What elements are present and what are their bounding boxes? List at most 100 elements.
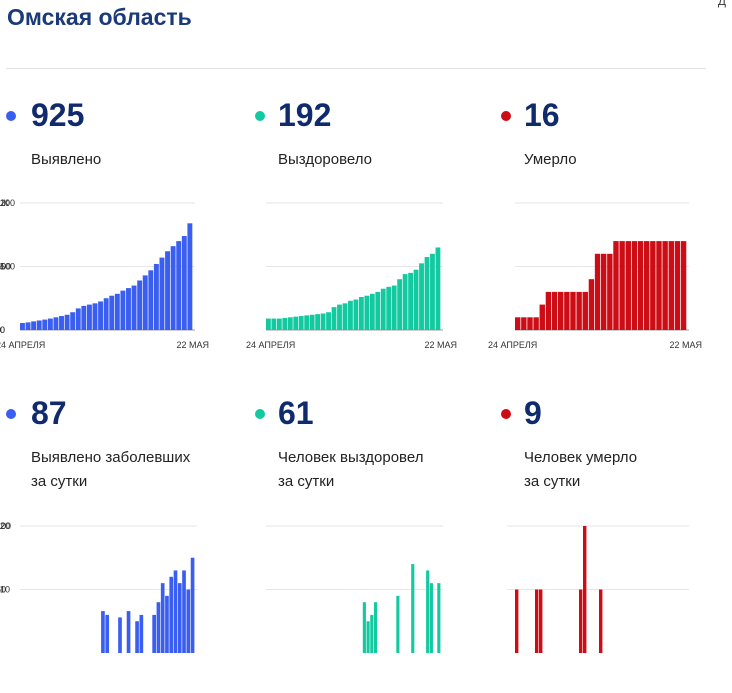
bar <box>170 246 176 330</box>
bar <box>70 312 76 330</box>
bar <box>287 317 293 330</box>
page-title: Омская область <box>7 4 192 30</box>
stat-label: Человек выздоровел за сутки <box>278 446 423 494</box>
bar <box>31 321 37 330</box>
bar <box>135 621 139 653</box>
bar-chart: 0 100 200 24 АПРЕЛЯ 22 МАЯ <box>0 198 457 350</box>
bar <box>437 583 441 653</box>
bar <box>527 317 533 330</box>
bar <box>331 307 337 330</box>
bar <box>413 269 419 330</box>
bar <box>570 291 576 330</box>
bar <box>419 263 424 330</box>
bar <box>539 589 543 653</box>
stat-label-line: за сутки <box>31 473 88 490</box>
bar <box>599 589 603 653</box>
bar <box>92 303 98 330</box>
bar <box>315 314 321 330</box>
legend-dot <box>255 111 265 121</box>
bar <box>42 319 48 330</box>
bar <box>364 295 370 330</box>
bar <box>98 301 104 330</box>
y-tick-label: 50 <box>0 585 6 595</box>
bar <box>187 223 193 330</box>
bar <box>47 318 53 330</box>
legend-dot <box>501 409 511 419</box>
bar <box>105 614 110 653</box>
bar <box>153 263 159 330</box>
stat-label-line: Человек выздоровел <box>278 449 424 466</box>
bar <box>613 241 619 330</box>
bar <box>380 288 386 330</box>
bar <box>53 317 59 330</box>
x-start-label: 24 АПРЕЛЯ <box>0 340 45 350</box>
y-tick-label: 0 <box>0 325 1 335</box>
bar-chart: 0 500 1 К 24 АПРЕЛЯ 22 МАЯ <box>0 198 209 350</box>
bar <box>137 280 143 330</box>
y-tick-label: 1 <box>0 585 5 595</box>
bar <box>165 251 171 330</box>
bar <box>271 318 277 330</box>
bar <box>309 314 315 330</box>
bar <box>535 589 539 653</box>
bar <box>86 304 92 330</box>
bar <box>266 318 271 330</box>
bar <box>81 305 87 330</box>
bar <box>386 286 392 330</box>
bar <box>120 290 126 330</box>
bar <box>159 257 165 330</box>
y-tick-label: 100 <box>0 521 11 531</box>
stat-value: 16 <box>524 97 560 133</box>
bar <box>539 304 545 330</box>
bar <box>583 526 587 653</box>
bar <box>148 270 154 330</box>
bar <box>320 313 326 330</box>
bar-chart: 12 <box>0 521 689 653</box>
stat-panel: 9 Человек умерло за сутки <box>492 393 732 693</box>
bar <box>424 256 430 330</box>
stat-panel: 925 Выявлено <box>0 95 246 395</box>
bar <box>558 291 564 330</box>
bar <box>588 279 595 330</box>
bar <box>177 583 182 653</box>
bar <box>75 308 81 330</box>
divider <box>6 68 706 69</box>
stat-label: Человек умерло за сутки <box>524 446 637 494</box>
bar <box>181 236 187 330</box>
bar <box>366 621 370 653</box>
bar <box>391 285 397 330</box>
y-tick-label: 20 <box>0 521 10 531</box>
bar <box>36 320 42 330</box>
stat-label: Умерло <box>524 148 577 172</box>
bar <box>353 299 359 330</box>
bar <box>326 312 331 330</box>
x-end-label: 22 МАЯ <box>176 340 209 350</box>
bar <box>631 241 638 330</box>
y-tick-label: 10 <box>0 585 10 595</box>
stat-value: 192 <box>278 97 332 133</box>
y-tick-label: 5 <box>0 262 5 272</box>
y-tick-label: 100 <box>0 262 15 272</box>
bar <box>533 317 539 330</box>
bar <box>397 279 403 330</box>
bar <box>64 314 70 330</box>
x-end-label: 22 МАЯ <box>669 340 702 350</box>
bar <box>190 557 195 653</box>
stat-label-line: Умерло <box>524 151 577 168</box>
stat-panel: 16 Умерло <box>492 95 732 395</box>
bar <box>348 300 353 330</box>
y-tick-label: 0 <box>0 325 5 335</box>
bar <box>680 241 687 330</box>
legend-dot <box>255 409 265 419</box>
stat-label-line: Выздоровело <box>278 151 373 168</box>
bar <box>515 317 521 330</box>
corner-glyph: Д <box>717 0 726 8</box>
bar <box>650 241 656 330</box>
stat-value: 87 <box>31 395 67 431</box>
bar <box>625 241 631 330</box>
bar <box>515 589 519 653</box>
bar <box>173 570 178 653</box>
bar <box>411 564 415 653</box>
x-end-label: 22 МАЯ <box>424 340 457 350</box>
bar <box>342 303 348 330</box>
